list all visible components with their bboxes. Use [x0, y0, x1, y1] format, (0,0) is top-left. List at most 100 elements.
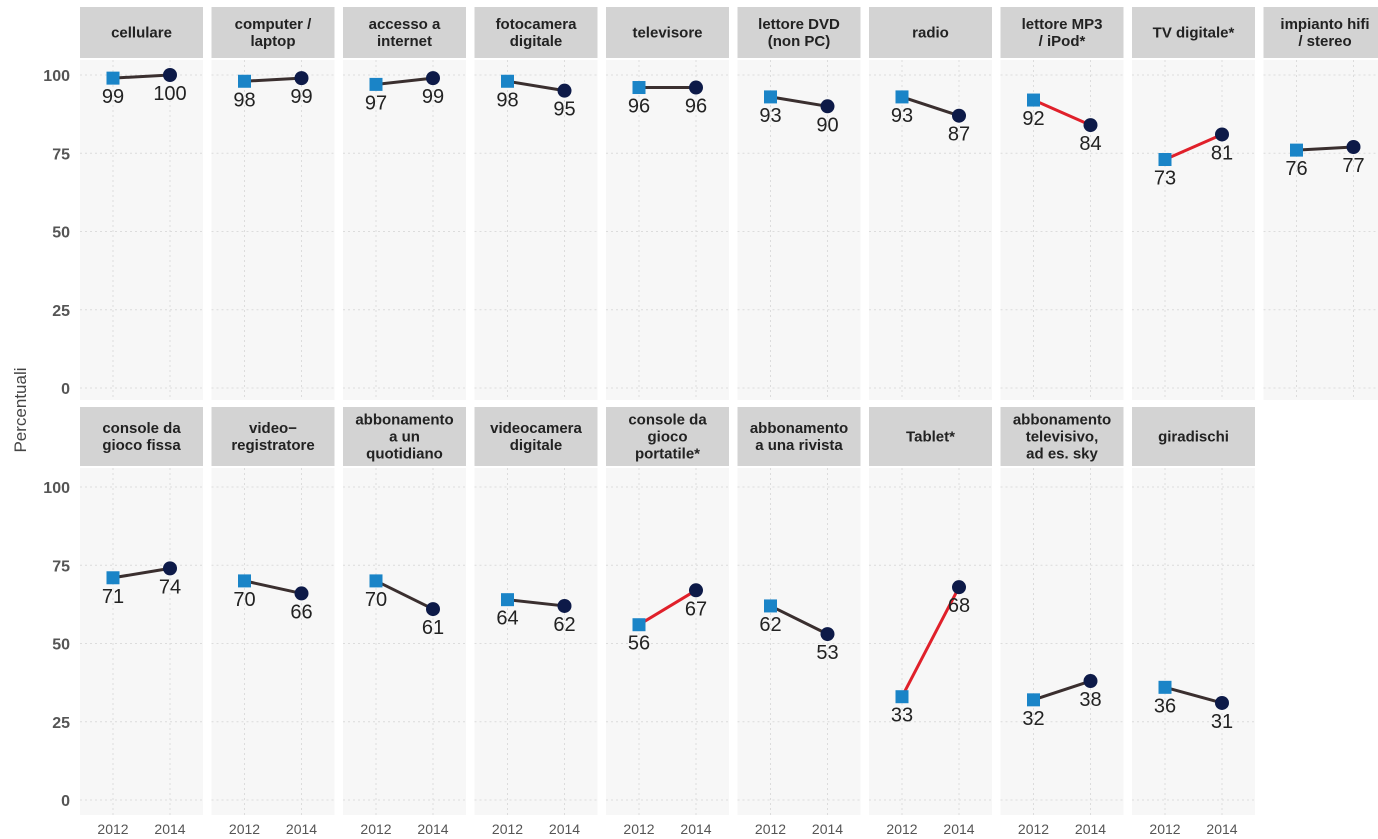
data-label: 70	[233, 589, 255, 611]
x-tick-label: 2014	[943, 821, 974, 837]
panel-background	[1132, 60, 1255, 400]
data-point-2012	[895, 90, 909, 104]
series-line	[244, 76, 302, 83]
data-point-2014	[426, 602, 440, 617]
panel-background	[80, 468, 203, 815]
facet-strip	[474, 407, 598, 466]
facet-strip-label: video−	[249, 420, 297, 437]
data-label: 53	[816, 642, 838, 664]
facet-strip-label: / stereo	[1298, 33, 1351, 50]
panel-background	[1263, 60, 1378, 400]
facet-strip-label: gioco fissa	[102, 437, 181, 454]
facet-strip	[343, 407, 466, 466]
x-tick-label: 2014	[1075, 821, 1106, 837]
series-line	[112, 566, 171, 580]
facet-strip-label: giradischi	[1158, 429, 1229, 446]
series-line	[1296, 145, 1354, 152]
data-point-2012	[764, 90, 777, 104]
data-label: 61	[422, 617, 444, 639]
data-point-2014	[952, 580, 966, 595]
panel-background	[606, 468, 729, 815]
facet-strip	[343, 7, 466, 58]
facet-strip-label: lettore DVD	[758, 16, 840, 33]
data-point-2012	[501, 74, 514, 88]
data-label: 66	[290, 601, 312, 623]
data-point-2014	[952, 108, 966, 123]
y-tick-label: 75	[52, 146, 70, 163]
panel-background	[1132, 468, 1255, 815]
data-point-2012	[632, 81, 646, 95]
data-label: 84	[1079, 133, 1101, 155]
data-point-2014	[294, 71, 309, 86]
series-line	[1032, 98, 1092, 127]
facet-strip	[1263, 7, 1378, 58]
data-label: 36	[1154, 695, 1176, 717]
facet-strip-label: digitale	[510, 437, 563, 454]
data-label: 95	[553, 99, 575, 121]
data-point-2012	[369, 77, 383, 91]
y-tick-label: 100	[43, 480, 70, 497]
series-line	[1033, 679, 1091, 702]
y-tick-label: 50	[52, 225, 70, 242]
facet-strip-label: Tablet*	[906, 429, 955, 446]
facet-strip-label: ad es. sky	[1026, 446, 1098, 463]
data-point-2012	[895, 690, 909, 704]
data-point-2014	[1346, 139, 1361, 154]
facet-strip-label: lettore MP3	[1022, 16, 1103, 33]
series-line	[112, 73, 171, 80]
data-label: 98	[233, 89, 255, 111]
data-point-2012	[501, 593, 514, 607]
panel-background	[737, 468, 861, 815]
series-line	[770, 95, 828, 108]
facet-strip-label: a una rivista	[755, 437, 843, 454]
panel-background	[606, 60, 729, 400]
data-point-2014	[1083, 118, 1098, 133]
facet-panel: televisore 96 96	[606, 7, 729, 400]
facet-strip-label: portatile*	[635, 446, 700, 463]
facet-strip	[211, 7, 335, 58]
data-point-2012	[1290, 143, 1303, 157]
facet-strip-label: console da	[628, 412, 707, 429]
series-line	[507, 79, 565, 93]
data-point-2014	[163, 68, 177, 82]
facet-strip-label: televisore	[632, 25, 702, 42]
data-label: 98	[496, 89, 518, 111]
x-tick-label: 2014	[549, 821, 580, 837]
data-label: 73	[1154, 168, 1176, 190]
data-label: 92	[1022, 108, 1044, 130]
data-label: 81	[1211, 142, 1233, 164]
x-tick-label: 2014	[417, 821, 448, 837]
facet-strip	[1000, 7, 1124, 58]
x-tick-label: 2012	[623, 821, 654, 837]
data-label: 32	[1022, 708, 1044, 730]
y-tick-label: 50	[52, 637, 70, 654]
facet-strip-label: laptop	[251, 33, 296, 50]
facet-panel: giradischi 36 31	[1132, 407, 1255, 815]
data-point-2012	[1158, 680, 1172, 694]
panel-background	[211, 468, 335, 815]
facet-panel: impianto hifi/ stereo 76 77	[1263, 7, 1378, 400]
panel-background	[869, 60, 992, 400]
data-label: 33	[891, 705, 913, 727]
x-tick-label: 2012	[1018, 821, 1049, 837]
y-tick-label: 75	[52, 558, 70, 575]
data-label: 31	[1211, 711, 1233, 733]
facet-strip-label: abbonamento	[750, 420, 848, 437]
data-label: 77	[1342, 155, 1364, 177]
data-label: 87	[948, 124, 970, 146]
facet-strip	[474, 7, 598, 58]
data-point-2012	[1158, 153, 1172, 167]
facet-panel: Tablet* 33 68	[869, 407, 992, 815]
data-label: 96	[628, 96, 650, 118]
panel-background	[1000, 468, 1124, 815]
y-tick-label: 100	[43, 68, 70, 85]
data-label: 76	[1285, 158, 1307, 180]
y-tick-label: 25	[52, 303, 70, 320]
x-tick-label: 2012	[229, 821, 260, 837]
data-label: 99	[290, 86, 312, 108]
panel-background	[474, 468, 598, 815]
data-label: 70	[365, 589, 387, 611]
